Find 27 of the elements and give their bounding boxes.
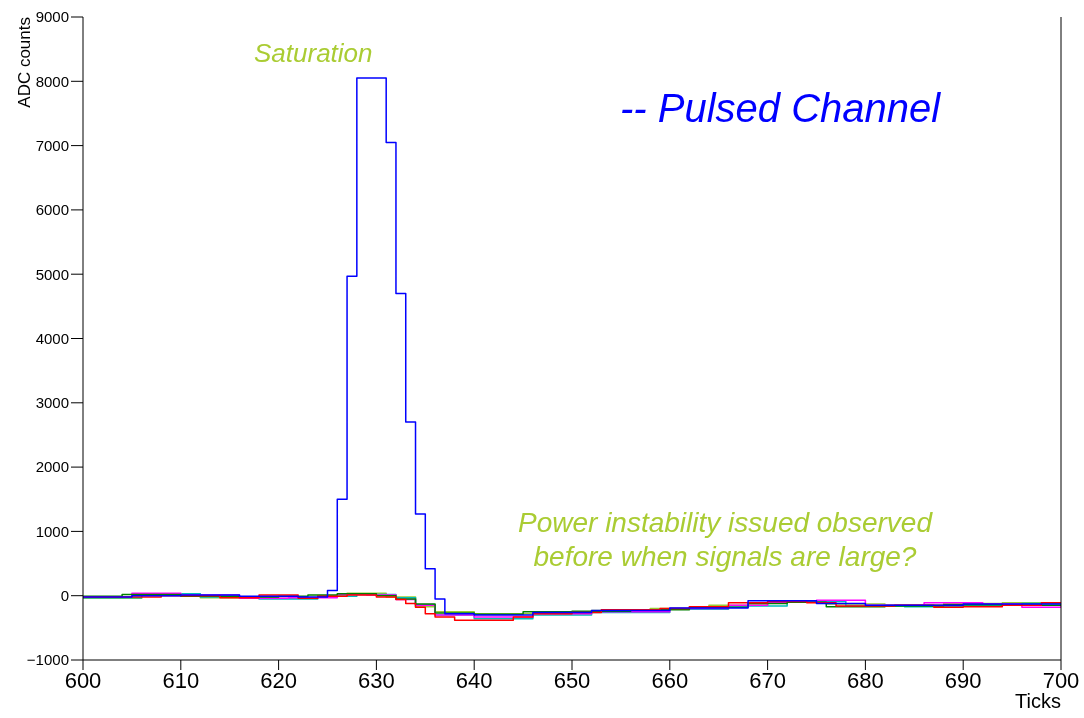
y-tick-label: 7000	[35, 136, 69, 154]
y-tick-label: 5000	[35, 265, 69, 283]
y-axis-title: ADC counts	[15, 17, 35, 108]
y-tick-label: 8000	[35, 72, 69, 90]
x-axis-title: Ticks	[1015, 690, 1061, 712]
y-tick-label: 0	[60, 587, 69, 605]
x-tick-label: 650	[553, 667, 591, 693]
x-tick-label: 640	[455, 667, 493, 693]
x-tick-label: 660	[651, 667, 689, 693]
x-tick-label: 700	[1042, 667, 1080, 693]
x-tick-label: 670	[749, 667, 786, 693]
y-tick-label: 3000	[35, 394, 69, 412]
y-tick-label: 6000	[35, 201, 69, 219]
x-tick-label: 610	[162, 667, 200, 693]
y-tick-label: −1000	[26, 651, 69, 669]
x-tick-label: 680	[847, 667, 884, 693]
annotation: Saturation	[254, 38, 373, 70]
annotation: Power instability issued observed before when signals are large?	[518, 506, 932, 574]
x-tick-label: 620	[260, 667, 297, 693]
annotation: -- Pulsed Channel	[620, 85, 941, 132]
y-tick-label: 1000	[35, 522, 69, 540]
x-tick-label: 630	[358, 667, 395, 693]
x-tick-label: 600	[64, 667, 102, 693]
x-tick-label: 690	[944, 667, 982, 693]
y-tick-label: 4000	[35, 329, 69, 347]
y-tick-label: 2000	[35, 458, 69, 476]
y-tick-label: 9000	[35, 8, 69, 26]
